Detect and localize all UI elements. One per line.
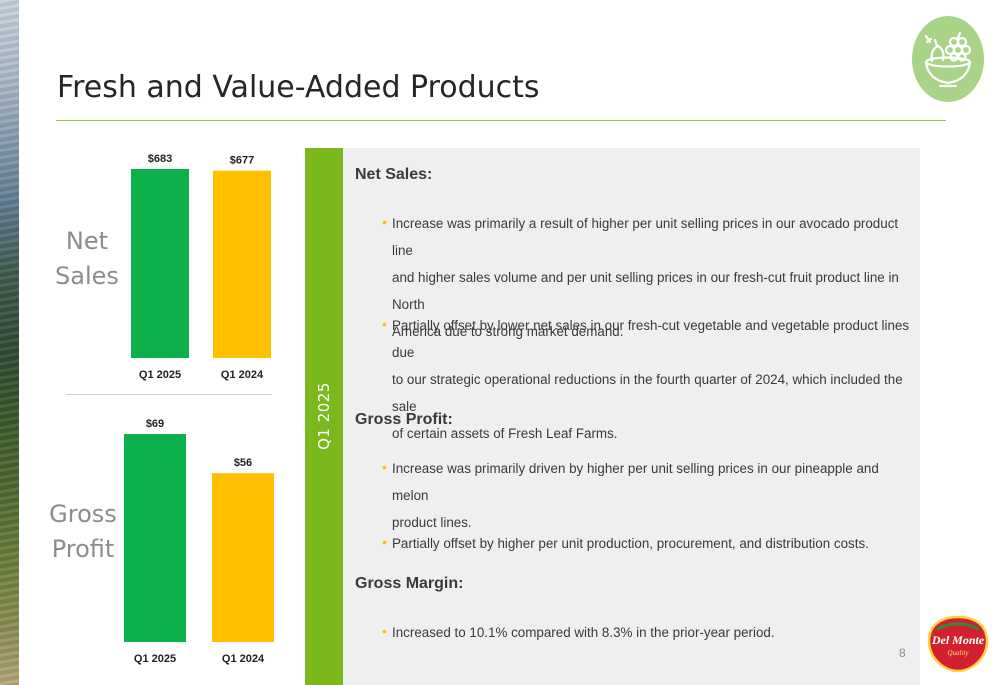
bullet-line: Increase was primarily driven by higher … [392, 461, 879, 503]
bar-value-label: $69 [146, 418, 164, 430]
category-label: Q1 2024 [221, 369, 264, 381]
bullet-dot-icon: • [382, 316, 387, 332]
logo-sub-text: Quality [948, 649, 970, 657]
gross-label-line1: Gross [49, 500, 117, 528]
section-heading-gross-margin: Gross Margin: [355, 575, 464, 592]
period-band [305, 148, 343, 685]
category-label: Q1 2025 [134, 653, 176, 665]
bar-q1-2024 [213, 170, 271, 358]
bullet-line: to our strategic operational reductions … [392, 372, 903, 414]
bar-q1-2025 [124, 434, 186, 642]
fruit-bowl-icon [912, 16, 984, 102]
gross-profit-label: Gross Profit [44, 497, 122, 567]
category-label: Q1 2025 [139, 369, 181, 381]
bar-value-label: $683 [148, 153, 172, 165]
del-monte-logo: Del Monte Quality [927, 615, 989, 673]
bar-q1-2025 [131, 169, 189, 358]
net-label-line2: Sales [55, 262, 119, 290]
bullet-line: Partially offset by higher per unit prod… [392, 536, 869, 551]
category-label: Q1 2024 [222, 653, 265, 665]
slide-title: Fresh and Value-Added Products [57, 70, 540, 105]
bullet-line: of certain assets of Fresh Leaf Farms. [392, 426, 618, 441]
net-sales-label: Net Sales [52, 224, 122, 294]
bullet-line: and higher sales volume and per unit sel… [392, 270, 899, 312]
bullet-item: • Increased to 10.1% compared with 8.3% … [382, 619, 914, 646]
title-divider [56, 120, 946, 121]
chart-divider [66, 394, 272, 395]
bullet-dot-icon: • [382, 459, 387, 475]
net-sales-chart: $683 Q1 2025 $677 Q1 2024 [131, 153, 271, 381]
bullet-item: • Partially offset by lower net sales in… [382, 312, 914, 447]
bullet-item: • Increase was primarily driven by highe… [382, 455, 914, 536]
gross-label-line2: Profit [51, 535, 115, 563]
bullet-dot-icon: • [382, 534, 387, 550]
gross-profit-chart: $69 Q1 2025 $56 Q1 2024 [124, 418, 274, 665]
bullet-item: • Partially offset by higher per unit pr… [382, 530, 914, 557]
bullet-line: product lines. [392, 515, 472, 530]
logo-brand-text: Del Monte [931, 633, 985, 647]
bullet-line: Increased to 10.1% compared with 8.3% in… [392, 625, 775, 640]
page-number: 8 [899, 646, 906, 660]
bullet-dot-icon: • [382, 214, 387, 230]
bullet-dot-icon: • [382, 623, 387, 639]
section-heading-net-sales: Net Sales: [355, 166, 433, 183]
net-label-line1: Net [65, 227, 109, 255]
bullet-line: Partially offset by lower net sales in o… [392, 318, 910, 360]
bullet-line: America due to strong market demand. [392, 324, 624, 339]
bar-q1-2024 [212, 473, 274, 642]
bar-value-label: $677 [230, 155, 254, 167]
commentary-panel [305, 148, 920, 685]
bullet-line: Increase was primarily a result of highe… [392, 216, 899, 258]
bullet-item: • Increase was primarily a result of hig… [382, 210, 914, 345]
period-band-label: Q1 2025 [315, 382, 333, 450]
bar-value-label: $56 [234, 457, 252, 469]
background-photo-strip [0, 0, 19, 685]
section-heading-gross-profit: Gross Profit: [355, 411, 453, 428]
